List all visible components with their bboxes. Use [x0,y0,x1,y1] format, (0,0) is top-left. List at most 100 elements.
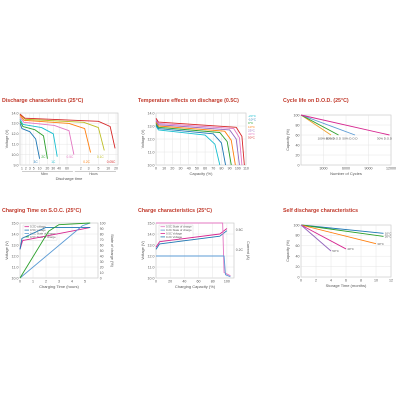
series-label: 1C [51,160,56,164]
x-axis-label: Charging Time (hours) [39,284,79,289]
x-tick-label: 5 [33,167,35,171]
y-tick-label: 20 [296,153,300,157]
y-tick-label: 15.0 [12,221,19,225]
series-label: 2C [41,155,46,159]
legend-entry: 0.5C Voltage [166,231,182,235]
x-tick-label: 4 [71,280,73,284]
y-tick-label: 13.0 [148,124,155,128]
y-axis-label: Capacity (%) [286,128,290,150]
x-axis-label: Storage Time (months) [326,283,367,288]
series-label: 0.2C [83,160,90,164]
series-label: 40°C [347,247,355,251]
x-tick-label: 12 [389,279,393,283]
x-tick-label: 0 [19,280,21,284]
series-line [300,114,356,136]
y-axis-label: Voltage (V) [5,240,9,260]
x-group-label: Hours [89,172,98,176]
y2-tick-label: 90 [100,227,104,231]
self-discharge-title: Self discharge characteristics [283,208,359,214]
x-tick-label: 3 [29,167,31,171]
x-tick-label: 70 [211,167,215,171]
x-tick-label: 20 [168,280,172,284]
x-tick-label: 10 [106,167,110,171]
series-line [19,123,41,159]
y-tick-label: 100 [294,223,300,227]
y-tick-label: 12.0 [12,132,19,136]
x-tick-label: 8 [360,279,362,283]
x-tick-label: 3 [88,167,90,171]
x-tick-label: 4 [330,279,332,283]
legend-entry: 0.2C State of charge [166,228,192,232]
x-tick-label: 60 [197,280,201,284]
series-line [155,123,232,166]
discharge-title: Discharge characteristics (25°C) [2,98,84,104]
x-tick-label: 12000 [386,167,396,171]
y2-tick-label: 60 [100,243,104,247]
series-label: -20°C [248,114,257,118]
series-line [19,113,105,151]
series-label: 0.05C [107,160,116,164]
y-tick-label: 14.0 [12,232,19,236]
legend-entry: 0.5C voltage [30,228,46,232]
legend-entry: 0.2C voltage [30,225,46,229]
x-tick-label: 40 [57,167,61,171]
cycle-title: Cycle life on D.O.D. (25°C) [283,98,349,104]
series-label: 10°C [385,232,393,236]
y-tick-label: 10.0 [12,276,19,280]
x-tick-label: 60 [65,167,69,171]
y-tick-label: 20 [296,265,300,269]
x-tick-label: 20 [46,167,50,171]
series-label: 30% D.O.D [377,137,393,141]
x-axis-label: Discharge time [56,176,83,181]
x-tick-label: 1 [21,167,23,171]
x-axis-label: Number of Cycles [330,171,362,176]
y2-level-label: 0.5C [236,228,244,232]
charge-panel: Charge characteristics (25°C) 10.0 11.0 12… [138,208,264,296]
y-tick-label: 80 [296,123,300,127]
series-line [155,117,245,166]
x-tick-label: 50 [195,167,199,171]
series-line [19,226,91,250]
x-tick-label: 110 [243,167,249,171]
charge-chart: 10.0 11.0 12.0 13.0 14.0 15.0 0 20 40 60 80 100 0.5C… [141,221,250,289]
series-line [300,114,332,136]
series-line [300,224,377,245]
y-axis-label: Voltage (V) [5,129,9,149]
legend-entry: 0.2C State of charge [30,231,56,235]
legend-entry: 0.2C Voltage [166,235,182,239]
y-tick-label: 0 [298,275,300,279]
y2-tick-label: 80 [100,232,104,236]
x-tick-label: 90 [228,167,232,171]
temperature-chart: 10.011.012.013.014.00 10 20 30 40 50 60 70 80 90 1… [141,111,257,176]
x-tick-label: 1 [32,280,34,284]
series-line [300,114,390,136]
discharge-chart: 9.010.011.012.013.014.01 2 3 5 10 20 30 40 60 2 3 5… [5,111,119,181]
legend-box [158,224,194,241]
y-tick-label: 14.0 [12,111,19,115]
cycle-chart: 0 20 40 60 80 100 3000 6000 9000 12000 Capacity (%… [286,113,396,176]
series-label: 30°C [377,242,385,246]
series-line [19,116,75,155]
series-line [156,222,231,277]
cycle-panel: Cycle life on D.O.D. (25°C) 0 20 40 60 80 100… [283,98,400,186]
series-line [19,114,91,153]
y2-tick-label: 70 [100,238,104,242]
series-label: 100% D.O.D [318,137,336,141]
y-tick-label: 60 [296,133,300,137]
y-axis-label: Capacity (%) [286,239,290,261]
series-line [300,224,384,234]
y2-tick-label: 10 [100,271,104,275]
x-axis-label: Capacity (%) [190,171,214,176]
y-tick-label: 12.0 [148,137,155,141]
y-tick-label: 0 [298,163,300,167]
series-label: 80% D.O.D [326,137,342,141]
y-tick-label: 100 [294,113,300,117]
y-tick-label: 13.0 [12,122,19,126]
y2-tick-label: 50 [100,249,104,253]
charging-time-panel: Charging Time on S.O.C. (25°C) 10.0 11.0 1… [2,208,128,296]
x-axis-label: Charging Capacity (%) [175,284,216,289]
x-tick-label: 3000 [320,167,328,171]
y2-tick-label: 40 [100,254,104,258]
x-tick-label: 30 [179,167,183,171]
x-tick-label: 2 [80,167,82,171]
